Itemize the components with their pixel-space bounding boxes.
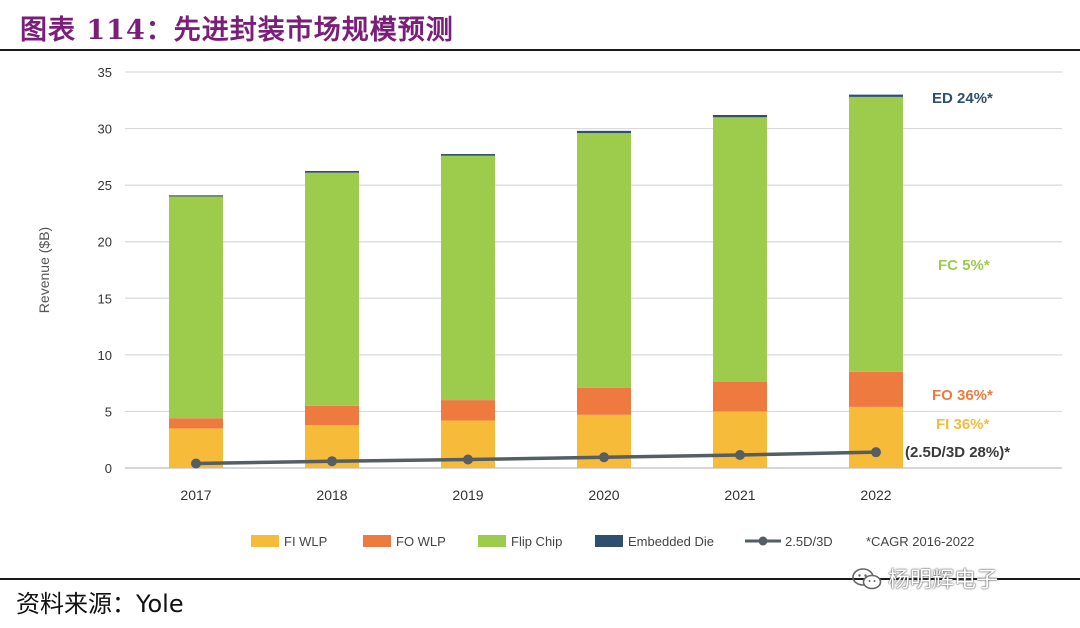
watermark-text: 杨明辉电子 <box>888 568 999 593</box>
cagr-annotation: (2.5D/3D 28%)* <box>905 444 1010 461</box>
x-tick-label: 2021 <box>724 487 755 503</box>
bar-segment <box>169 195 223 197</box>
legend-label: FO WLP <box>396 534 446 549</box>
bar-segment <box>849 406 903 468</box>
bar-segment <box>305 172 359 406</box>
bar-segment <box>169 196 223 419</box>
y-tick-label: 25 <box>98 178 112 193</box>
line-point <box>599 452 609 463</box>
bar-segment <box>577 133 631 388</box>
bar-segment <box>713 117 767 383</box>
y-tick-label: 20 <box>98 235 112 250</box>
y-tick-label: 35 <box>98 65 112 80</box>
x-tick-label: 2018 <box>316 487 347 503</box>
x-tick-label: 2017 <box>180 487 211 503</box>
x-tick-label: 2022 <box>860 487 891 503</box>
bar-segment <box>713 382 767 412</box>
x-tick-label: 2020 <box>588 487 619 503</box>
line-point <box>327 456 337 467</box>
bar-segment <box>577 130 631 134</box>
x-tick-label: 2019 <box>452 487 483 503</box>
bar-segment <box>849 96 903 372</box>
y-tick-label: 15 <box>98 291 112 306</box>
wechat-icon <box>852 568 882 590</box>
cagr-annotation: FO 36%* <box>932 387 993 404</box>
footer-rule <box>0 578 1080 580</box>
y-axis-label: Revenue ($B) <box>36 227 52 313</box>
line-point <box>871 447 881 458</box>
title-rule <box>0 49 1080 51</box>
source-note: 资料来源：Yole <box>16 590 184 618</box>
bar-segment <box>441 154 495 156</box>
legend-line-marker <box>758 536 768 546</box>
y-tick-label: 5 <box>105 404 112 419</box>
bar-segment <box>577 387 631 415</box>
bar-segment <box>713 114 767 118</box>
watermark: 杨明辉电子 <box>852 562 998 594</box>
stacked-bar-chart: 0 5 10 15 20 25 30 35 Revenue ($B) 2017 2018 2019 20… <box>36 65 1062 549</box>
legend-label: Embedded Die <box>628 534 714 549</box>
bar-segment <box>441 400 495 421</box>
bar-segment <box>441 155 495 401</box>
line-point <box>191 458 201 469</box>
legend-label: 2.5D/3D <box>785 534 833 549</box>
cagr-annotation: FC 5%* <box>938 257 990 274</box>
cagr-annotation: ED 24%* <box>932 90 993 107</box>
legend-swatch <box>251 535 279 547</box>
legend-swatch <box>595 535 623 547</box>
legend-label: Flip Chip <box>511 534 562 549</box>
y-tick-label: 0 <box>105 461 112 476</box>
legend-swatch <box>363 535 391 547</box>
line-point <box>735 449 745 460</box>
bar-segment <box>305 405 359 426</box>
bar-segment <box>849 94 903 97</box>
figure-title: 图表 114：先进封装市场规模预测 <box>20 15 454 46</box>
bar-segment <box>169 418 223 429</box>
bar-segment <box>849 371 903 407</box>
legend-swatch <box>478 535 506 547</box>
y-tick-label: 30 <box>98 122 112 137</box>
legend-cagr-note: *CAGR 2016-2022 <box>866 534 974 549</box>
legend-label: FI WLP <box>284 534 327 549</box>
bar-segment <box>305 171 359 173</box>
line-series-2p5d-3d <box>195 450 877 466</box>
line-point <box>463 454 473 465</box>
cagr-annotation: FI 36%* <box>936 416 990 433</box>
y-tick-label: 10 <box>98 348 112 363</box>
